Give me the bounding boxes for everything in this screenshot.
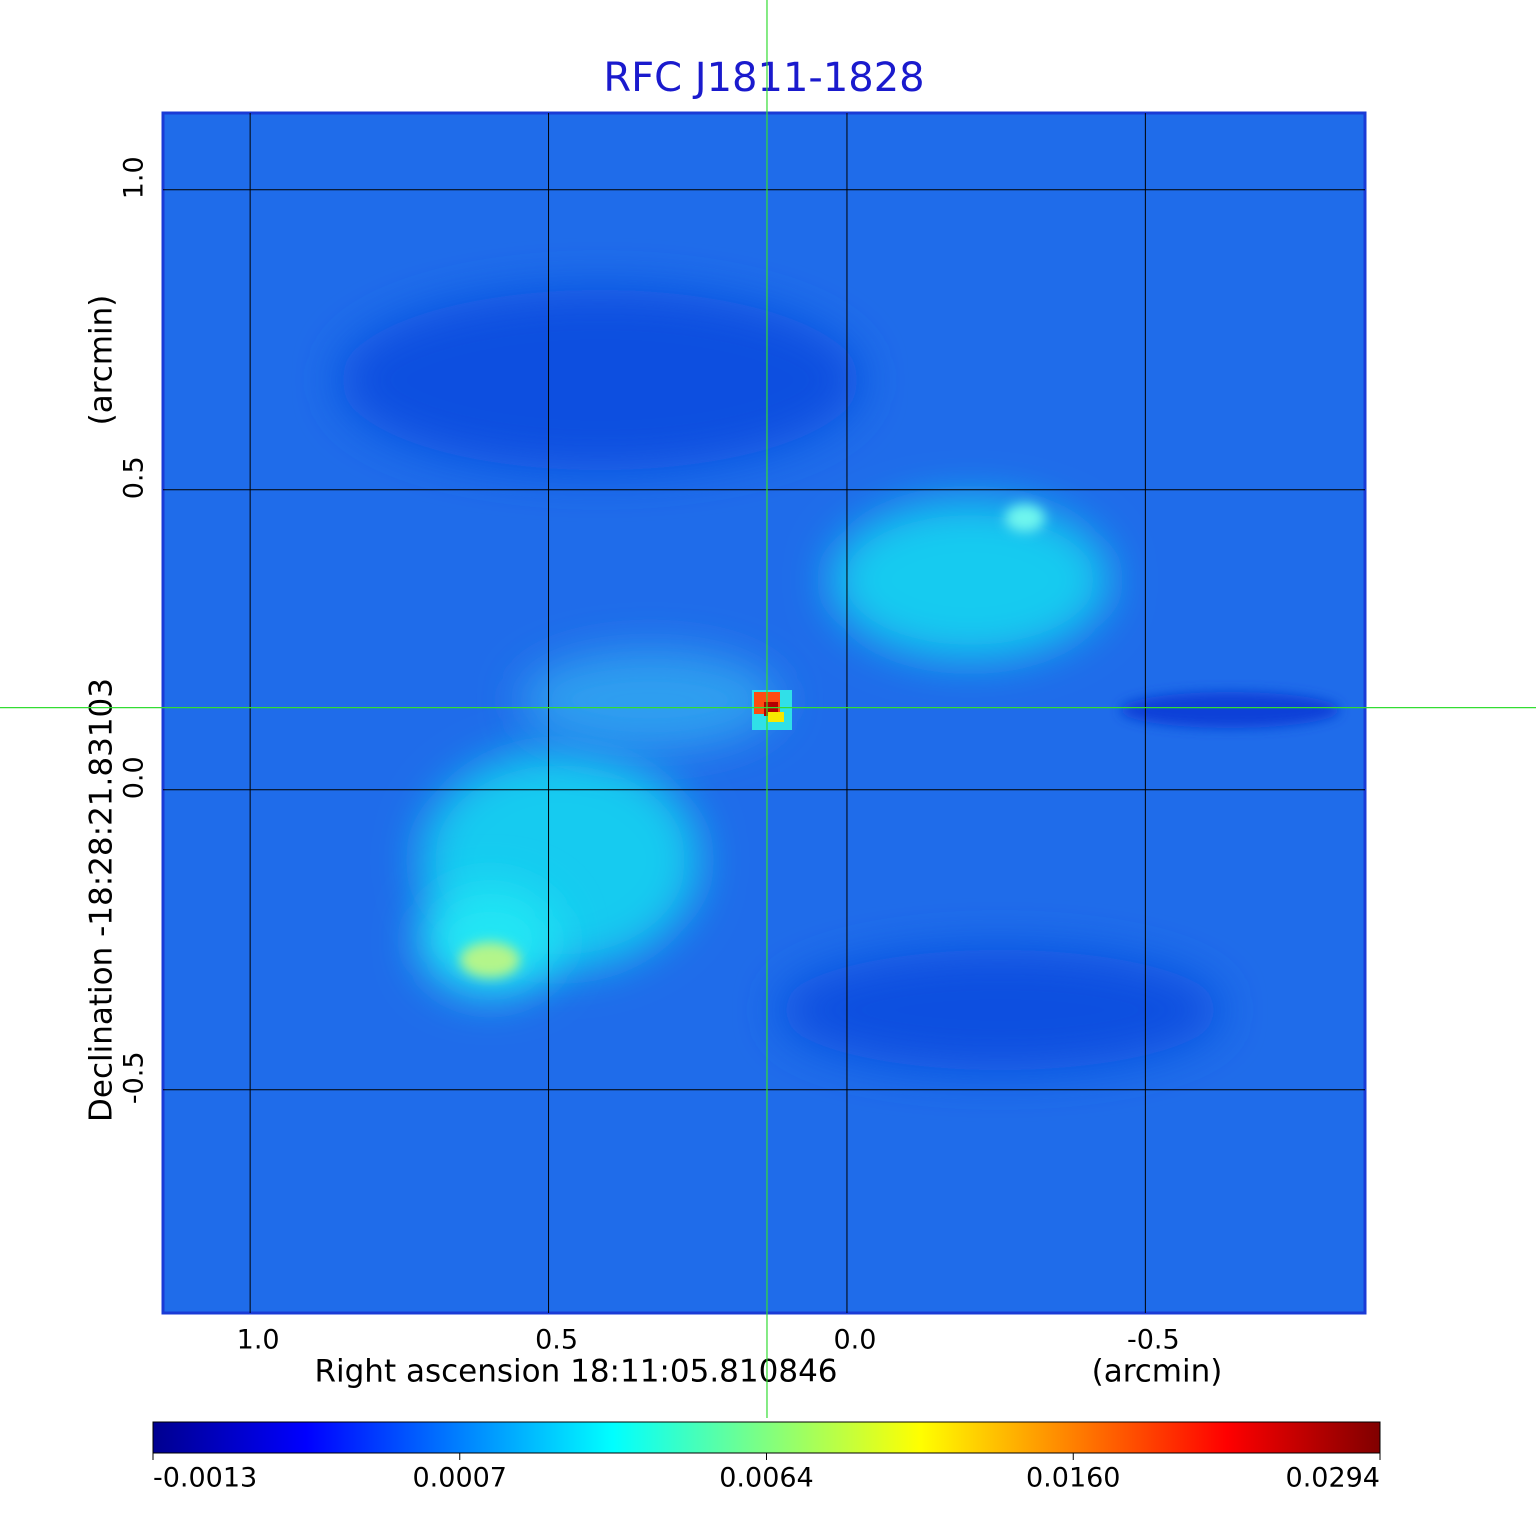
x-axis-label: Right ascension 18:11:05.810846: [314, 1354, 837, 1390]
colorbar-tick-label: 0.0160: [1026, 1463, 1120, 1494]
y-axis-unit: (arcmin): [84, 295, 120, 426]
y-tick-label: 1.0: [119, 156, 150, 199]
x-tick-label: 1.0: [237, 1325, 280, 1356]
plot-frame: [161, 111, 1367, 1315]
image: [163, 113, 1365, 1313]
x-tick-label: -0.5: [1127, 1325, 1180, 1356]
x-axis-unit: (arcmin): [1092, 1354, 1223, 1390]
y-tick-label: 0.5: [119, 456, 150, 499]
colorbar-tick-label: -0.0013: [153, 1463, 257, 1494]
colorbar-tick-label: 0.0007: [413, 1463, 507, 1494]
x-tick-label: 0.0: [833, 1325, 876, 1356]
colorbar: [152, 1421, 1381, 1454]
colorbar-tick-label: 0.0294: [1286, 1463, 1380, 1494]
colorbar-tick-label: 0.0064: [719, 1463, 813, 1494]
y-axis-label: Declination -18:28:21.83103: [84, 678, 120, 1122]
x-tick-label: 0.5: [535, 1325, 578, 1356]
y-tick-label: 0.0: [119, 756, 150, 799]
y-tick-label: -0.5: [119, 1051, 150, 1104]
chart-title: RFC J1811-1828: [603, 55, 924, 101]
